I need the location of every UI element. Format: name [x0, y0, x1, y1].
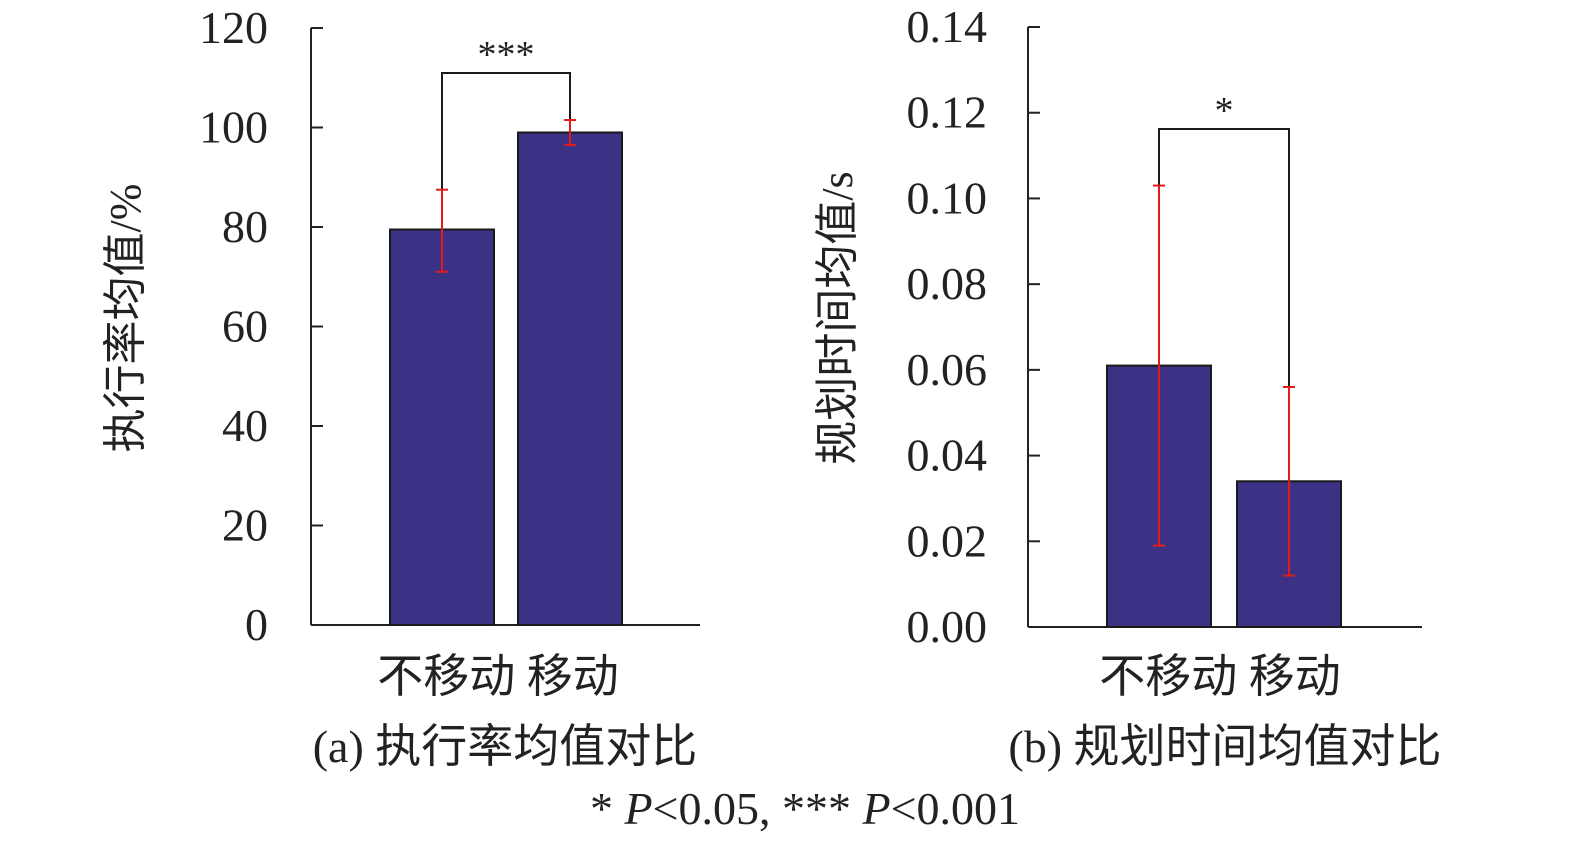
bar-moving: [517, 131, 623, 626]
footnote-star: *: [590, 783, 625, 834]
y-tick-label: 80: [222, 201, 268, 252]
significance-marker: *: [1215, 90, 1234, 132]
y-tick-label: 0.14: [907, 1, 988, 52]
y-tick-label: 60: [222, 301, 268, 352]
bar-not-moving: [389, 228, 495, 627]
panel-b-planning-time: 0.00 0.02 0.04 0.06 0.08 0.10 0.12 0.14 *: [907, 1, 1422, 652]
y-tick-label: 0.02: [907, 515, 988, 566]
panel-a-caption: (a) 执行率均值对比: [313, 721, 698, 772]
footnote-threshold-2: <0.001: [891, 783, 1020, 834]
panel-b-y-axis-label: 规划时间均值/s: [813, 171, 862, 464]
y-tick-label: 0.12: [907, 87, 988, 138]
y-tick-label: 0.00: [907, 601, 988, 652]
significance-footnote: * P<0.05, *** P<0.001: [590, 783, 1020, 834]
significance-marker: ***: [478, 34, 535, 76]
significance-bracket: [441, 72, 571, 190]
y-tick-label: 0.08: [907, 258, 988, 309]
y-tick-label: 0.06: [907, 344, 988, 395]
footnote-p-symbol: P: [623, 783, 652, 834]
footnote-p-symbol-2: P: [862, 783, 891, 834]
y-tick-label: 120: [199, 2, 268, 53]
significance-bracket: [1158, 128, 1290, 482]
y-tick-label: 100: [199, 102, 268, 153]
y-tick-label: 0.04: [907, 430, 988, 481]
panel-a-y-axis-label: 执行率均值/%: [101, 184, 150, 453]
footnote-threshold-1: <0.05, ***: [653, 783, 863, 834]
panel-b-category-labels: 不移动 移动: [1099, 651, 1341, 702]
panel-a-category-labels: 不移动 移动: [377, 651, 619, 702]
y-tick-label: 40: [222, 400, 268, 451]
y-tick-label: 0: [245, 599, 268, 650]
panel-a-execution-rate: 0 20 40 60 80 100 120 ***: [199, 2, 700, 650]
y-tick-label: 0.10: [907, 172, 988, 223]
panel-b-caption: (b) 规划时间均值对比: [1008, 721, 1441, 772]
y-tick-label: 20: [222, 500, 268, 551]
